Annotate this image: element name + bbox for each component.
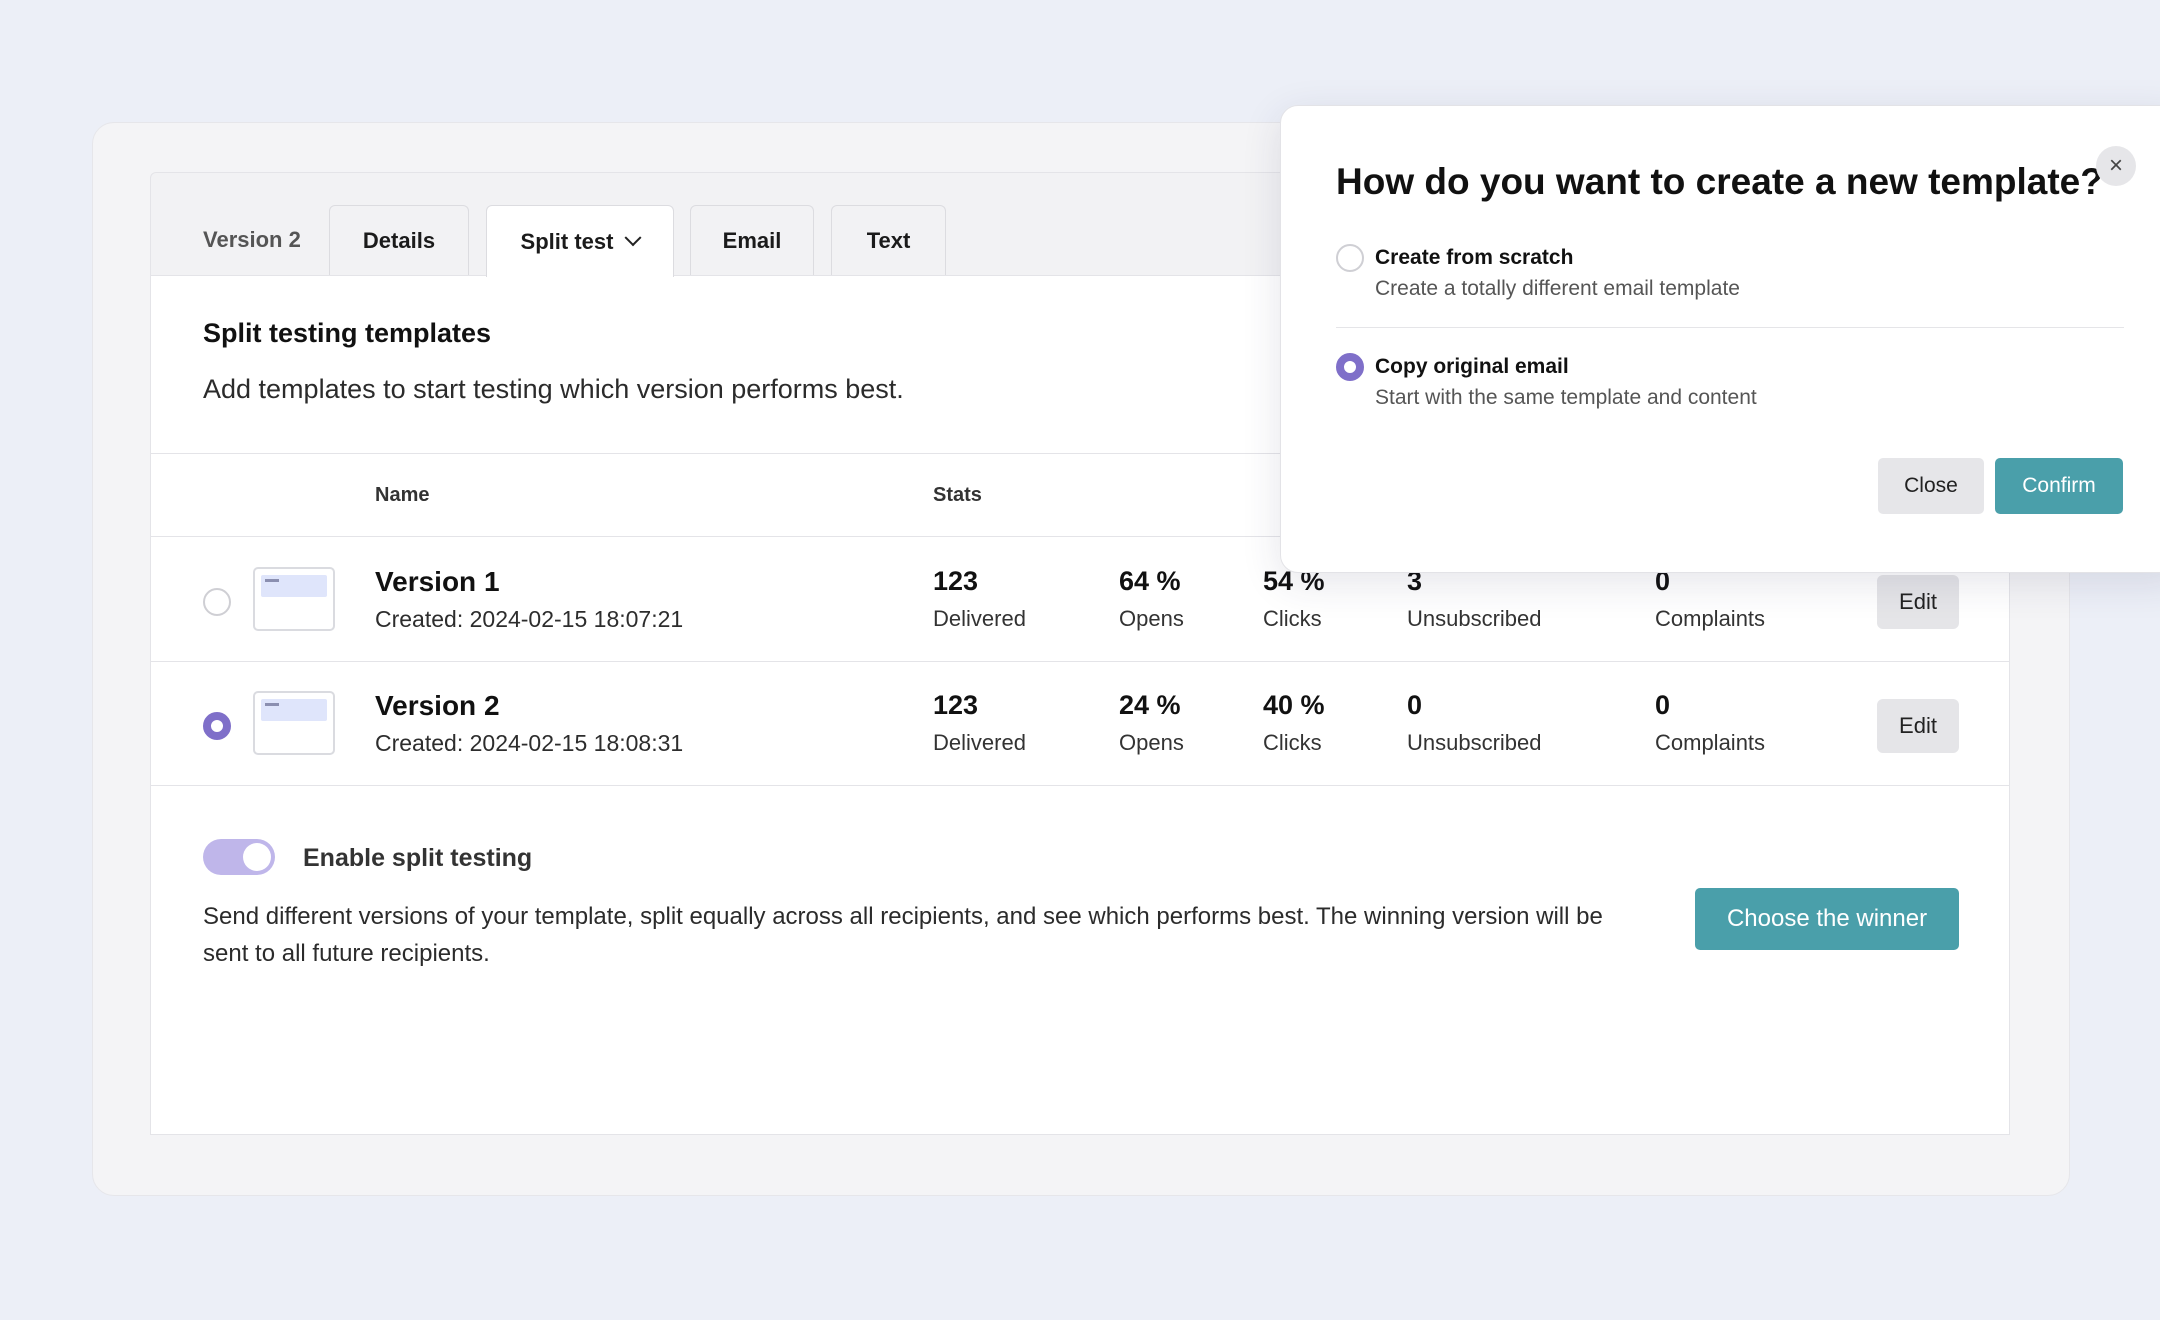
stat-delivered-label: Delivered — [933, 606, 1026, 631]
tab-text-label: Text — [866, 227, 911, 253]
version-created: Created: 2024-02-15 18:07:21 — [375, 606, 684, 632]
tab-details-label: Details — [362, 227, 436, 253]
version-name: Version 2 — [375, 690, 500, 721]
stat-unsubscribed-value: 3 — [1407, 566, 1423, 596]
row-select-radio[interactable] — [203, 712, 231, 740]
stat-complaints-value: 0 — [1655, 566, 1671, 596]
version-created: Created: 2024-02-15 18:08:31 — [375, 730, 684, 756]
new-template-dialog: How do you want to create a new template… — [1280, 105, 2160, 573]
column-header-name: Name — [375, 484, 430, 506]
tab-split-test-label: Split test — [520, 228, 614, 254]
divider — [151, 661, 2009, 662]
stat-opens-label: Opens — [1119, 730, 1184, 755]
card-title: Split testing templates — [203, 318, 492, 348]
choose-winner-button[interactable]: Choose the winner — [1695, 888, 1959, 950]
tab-version-label: Version 2 — [203, 227, 301, 252]
option-copy-title[interactable]: Copy original email — [1375, 355, 1569, 378]
tab-email-label: Email — [722, 227, 782, 253]
confirm-button[interactable]: Confirm — [1995, 458, 2123, 514]
stat-clicks-label: Clicks — [1263, 730, 1322, 755]
tab-details[interactable]: Details — [329, 205, 469, 275]
divider — [151, 785, 2009, 786]
stat-complaints-value: 0 — [1655, 690, 1671, 720]
edit-button[interactable]: Edit — [1877, 699, 1959, 753]
stat-opens-value: 24 % — [1119, 690, 1181, 720]
stat-unsubscribed-value: 0 — [1407, 690, 1423, 720]
option-scratch-title[interactable]: Create from scratch — [1375, 246, 1574, 269]
toggle-label: Enable split testing — [303, 844, 533, 872]
stat-delivered-value: 123 — [933, 566, 979, 596]
close-icon[interactable]: × — [2096, 146, 2136, 186]
stat-clicks-value: 40 % — [1263, 690, 1325, 720]
dialog-title: How do you want to create a new template… — [1336, 161, 2103, 202]
option-copy-radio[interactable] — [1336, 353, 1364, 381]
split-testing-toggle[interactable] — [203, 839, 275, 875]
stat-complaints-label: Complaints — [1655, 730, 1766, 755]
close-button[interactable]: Close — [1878, 458, 1984, 514]
card-subtitle: Add templates to start testing which ver… — [203, 374, 904, 404]
option-scratch-radio[interactable] — [1336, 244, 1364, 272]
stat-unsubscribed-label: Unsubscribed — [1407, 606, 1542, 631]
tab-email[interactable]: Email — [690, 205, 814, 275]
template-thumbnail — [253, 567, 335, 631]
chevron-down-icon — [624, 228, 642, 246]
option-copy-description: Start with the same template and content — [1375, 386, 1757, 409]
divider — [151, 536, 2009, 537]
option-scratch-description: Create a totally different email templat… — [1375, 277, 1740, 300]
stat-unsubscribed-label: Unsubscribed — [1407, 730, 1542, 755]
stat-clicks-label: Clicks — [1263, 606, 1322, 631]
stat-opens-value: 64 % — [1119, 566, 1181, 596]
split-testing-card: Split testing templates Add templates to… — [150, 275, 2010, 1135]
stat-delivered-value: 123 — [933, 690, 979, 720]
tab-text[interactable]: Text — [831, 205, 946, 275]
tab-version[interactable]: Version 2 — [203, 205, 323, 275]
edit-button[interactable]: Edit — [1877, 575, 1959, 629]
tab-split-test[interactable]: Split test — [486, 205, 674, 277]
column-header-stats: Stats — [933, 484, 982, 506]
divider — [151, 453, 2009, 454]
toggle-knob — [243, 843, 271, 871]
row-select-radio[interactable] — [203, 588, 231, 616]
stat-opens-label: Opens — [1119, 606, 1184, 631]
template-thumbnail — [253, 691, 335, 755]
stat-delivered-label: Delivered — [933, 730, 1026, 755]
divider — [1336, 327, 2124, 328]
stat-complaints-label: Complaints — [1655, 606, 1766, 631]
version-name: Version 1 — [375, 566, 500, 597]
split-testing-description: Send different versions of your template… — [203, 903, 1603, 967]
